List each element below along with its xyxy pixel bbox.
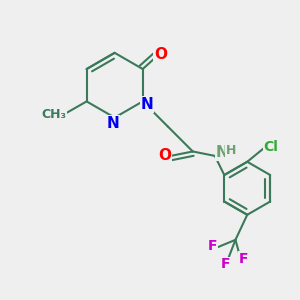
Text: CH₃: CH₃ [41,108,66,121]
Text: N: N [107,116,120,131]
Text: Cl: Cl [263,140,278,154]
Text: F: F [208,239,217,253]
Text: N: N [216,146,229,160]
Text: H: H [226,144,236,157]
Text: N: N [141,97,154,112]
Text: O: O [154,47,167,62]
Text: F: F [239,252,248,266]
Text: O: O [158,148,171,164]
Text: F: F [220,257,230,271]
